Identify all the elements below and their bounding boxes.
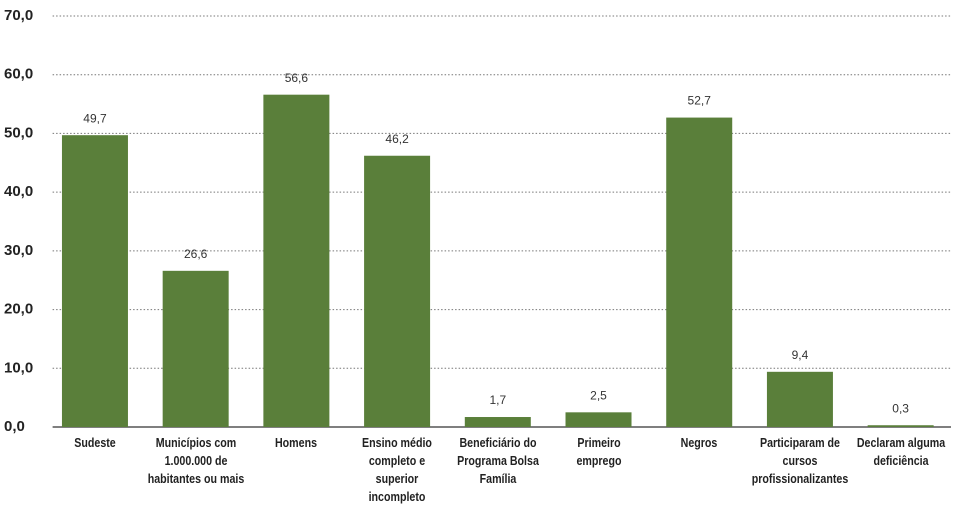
value-label: 46,2 [385,132,409,146]
x-tick-label: Sudeste [74,435,116,450]
x-tick-label: Ensino médio completo e superior incompl… [362,435,433,504]
bar [263,94,330,428]
bar [867,425,934,427]
bar [61,135,128,427]
value-label: 26,6 [184,247,208,261]
value-label: 49,7 [83,111,107,125]
bar [766,371,833,427]
y-tick-label: 50,0 [4,124,33,141]
bar [464,417,531,427]
bar [162,270,229,427]
y-tick-label: 70,0 [4,7,33,24]
y-tick-label: 10,0 [4,359,33,376]
value-label: 56,6 [285,71,309,85]
y-tick-label: 30,0 [4,242,33,259]
x-tick-label: Negros [680,435,718,450]
x-tick-label: Declaram alguma deficiência [856,435,945,468]
bar [364,155,431,428]
x-tick-label: Primeiro emprego [575,435,622,468]
x-tick-label: Municípios com 1.000.000 de habitantes o… [147,435,244,486]
y-tick-label: 40,0 [4,183,33,200]
x-tick-label: Beneficiário do Programa Bolsa Família [456,435,539,486]
x-tick-label: Homens [275,435,318,450]
y-tick-label: 60,0 [4,66,33,83]
x-tick-label: Participaram de cursos profissionalizant… [751,435,849,486]
value-label: 52,7 [688,94,712,108]
value-label: 2,5 [590,388,607,402]
value-label: 9,4 [792,348,809,362]
bar [666,117,733,427]
value-label: 1,7 [489,393,506,407]
y-tick-label: 0,0 [4,418,25,435]
value-label: 0,3 [892,401,909,415]
y-tick-label: 20,0 [4,301,33,318]
bar [565,412,632,427]
